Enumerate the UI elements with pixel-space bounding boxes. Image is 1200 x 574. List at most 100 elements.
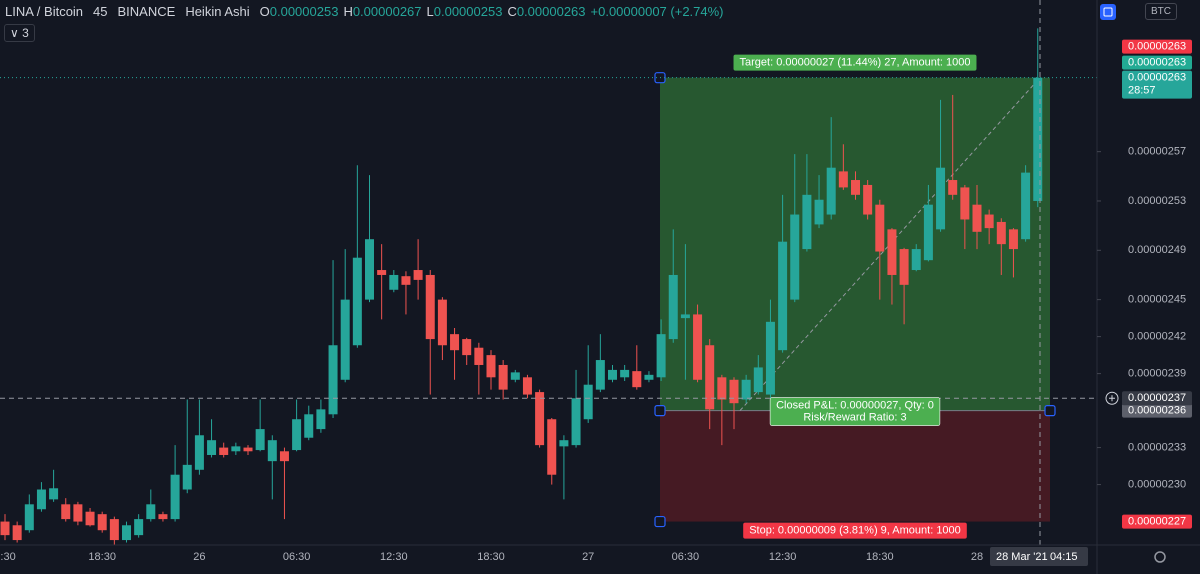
candle-body [462,339,472,356]
settings-gear[interactable] [1154,551,1166,563]
price-label: 0.00000227 [1128,515,1186,527]
candle-body [851,180,860,195]
ohlc: O0.00000253 H0.00000267 L0.00000253 C0.0000… [260,4,724,19]
x-tick-label: 27 [582,551,594,563]
candle-body [668,274,678,340]
pnl-text: Closed P&L: 0.00000027, Qty: 0 [776,400,934,412]
countdown: 28:57 [1128,85,1156,97]
candle-body [243,447,253,452]
crosshair-time-box [990,547,1088,566]
price-label-box [1122,70,1192,99]
candle-body [61,504,71,520]
candle-body [292,419,302,451]
candle-body [109,519,119,541]
target-label: Target: 0.00000027 (11.44%) 27, Amount: … [733,54,977,71]
price-label: 0.00000236 [1128,405,1186,417]
y-tick-label: 0.00000257 [1128,146,1186,158]
legend-header: LINA / Bitcoin 45 BINANCE Heikin Ashi O0… [5,4,724,19]
auto-scale-button[interactable] [1100,4,1116,20]
candle-body [814,199,824,225]
candle-body [194,435,204,470]
crosshair-price-box [1122,391,1192,406]
x-tick-label: 06:30 [283,551,311,563]
x-tick-label: 28 [971,551,983,563]
candle-body [535,392,545,446]
candle-body [377,270,387,275]
candle-body [328,345,338,415]
candle-body [134,519,144,536]
candle-body [231,446,241,452]
candle-body [753,367,763,393]
candle-body [365,239,374,300]
candle-body [401,276,411,285]
candle-body [1021,172,1031,240]
target-zone [660,77,1050,411]
x-tick-label: 12:30 [380,551,408,563]
candle-body [340,299,350,380]
candle-body [279,451,289,462]
candle-body [182,464,192,490]
candle-body [765,321,775,395]
y-tick-label: 0.00000249 [1128,244,1186,256]
ohlc-value: 0.00000253 [433,4,503,19]
rr-text: Risk/Reward Ratio: 3 [803,412,906,424]
x-tick-label: 18:30 [866,551,894,563]
candle-body [863,184,873,215]
candle-body [899,249,909,285]
candle-body [12,525,22,541]
candle-body [680,314,690,319]
candle-body [1008,229,1018,250]
candle-body [948,180,958,195]
pnl-label: Closed P&L: 0.00000027, Qty: 0Risk/Rewar… [769,397,941,426]
candle-body [389,274,399,290]
exchange: BINANCE [117,4,176,19]
candle-body [595,360,605,390]
crosshair-date: 28 Mar '21 [996,551,1048,563]
interval[interactable]: 45 [93,4,108,19]
candle-body [923,204,933,261]
candle-body [620,369,630,378]
crosshair-time: 04:15 [1050,551,1078,563]
price-label-box [1122,55,1192,70]
auto-scale-icon [1103,7,1113,17]
indicators-toggle[interactable]: ∨ 3 [4,24,35,42]
candle-body [158,514,168,520]
candle-body [705,345,715,410]
candle-body [522,377,532,395]
candle-body [559,440,569,447]
candle-body [826,167,836,215]
candle-body [729,379,739,404]
price-label-box [1122,403,1192,418]
candle-body [693,314,703,380]
x-tick-label: 6:30 [0,551,16,563]
chart-style: Heikin Ashi [185,4,250,19]
candle-body [207,440,217,455]
candle-body [571,398,581,446]
candle-body [802,194,812,250]
candle-body [85,511,95,526]
price-label: 0.00000263 [1128,57,1186,69]
stop-label: Stop: 0.00000009 (3.81%) 9, Amount: 1000 [743,522,967,539]
symbol[interactable]: LINA / Bitcoin [5,4,84,19]
candle-body [498,364,508,390]
candle-body [644,374,654,380]
y-tick-label: 0.00000233 [1128,441,1186,453]
candle-body [875,204,885,252]
x-tick-label: 06:30 [672,551,700,563]
stop-label-box [743,522,967,539]
add-alert [1105,391,1119,405]
ohlc-value: 0.00000253 [269,4,339,19]
ohlc-value: 0.00000263 [516,4,586,19]
candle-body [972,204,982,232]
candle-body [97,514,107,531]
candle-body [316,409,326,430]
ohlc-key: H [343,4,353,19]
currency[interactable]: BTC [1145,3,1177,20]
candle-body [425,274,435,340]
candle-body [486,355,496,378]
price-label-box [1122,514,1192,529]
y-tick-label: 0.00000230 [1128,478,1186,490]
candle-body [474,347,484,365]
stop-label-text: Stop: 0.00000009 (3.81%) 9, Amount: 1000 [749,524,961,536]
